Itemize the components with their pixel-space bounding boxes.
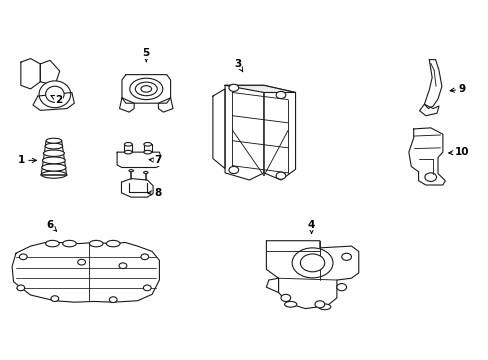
Ellipse shape [106, 240, 120, 247]
Circle shape [119, 263, 126, 269]
Text: 7: 7 [149, 156, 162, 165]
Ellipse shape [62, 240, 76, 247]
Polygon shape [264, 85, 295, 180]
Text: 6: 6 [46, 220, 57, 231]
Circle shape [20, 254, 27, 260]
Polygon shape [121, 179, 153, 197]
Polygon shape [119, 98, 134, 112]
Polygon shape [224, 85, 295, 93]
Ellipse shape [45, 143, 62, 149]
Ellipse shape [46, 138, 61, 143]
Polygon shape [117, 152, 161, 167]
Text: 5: 5 [142, 48, 150, 62]
Circle shape [228, 84, 238, 91]
Circle shape [276, 172, 285, 179]
Circle shape [228, 166, 238, 174]
Ellipse shape [143, 143, 151, 146]
Circle shape [17, 285, 25, 291]
Polygon shape [33, 93, 74, 111]
Ellipse shape [143, 171, 148, 174]
Circle shape [143, 285, 151, 291]
Circle shape [281, 294, 290, 301]
Polygon shape [224, 85, 264, 180]
Text: 2: 2 [51, 95, 62, 105]
Ellipse shape [45, 240, 59, 247]
Ellipse shape [154, 157, 158, 163]
Text: 4: 4 [307, 220, 315, 233]
Ellipse shape [42, 157, 65, 164]
Ellipse shape [318, 304, 330, 310]
Polygon shape [12, 243, 159, 302]
Polygon shape [424, 60, 441, 109]
Ellipse shape [89, 240, 103, 247]
Circle shape [300, 254, 324, 272]
Polygon shape [408, 128, 445, 185]
Polygon shape [40, 60, 60, 85]
Polygon shape [21, 59, 40, 89]
Polygon shape [266, 278, 278, 293]
Text: 9: 9 [449, 84, 465, 94]
Ellipse shape [129, 170, 133, 172]
Polygon shape [158, 98, 173, 112]
Ellipse shape [41, 171, 66, 178]
Ellipse shape [43, 150, 64, 157]
Circle shape [276, 91, 285, 99]
Polygon shape [266, 241, 358, 309]
Ellipse shape [141, 86, 151, 92]
Circle shape [141, 254, 148, 260]
Text: 10: 10 [448, 147, 468, 157]
Ellipse shape [129, 78, 163, 100]
Ellipse shape [135, 82, 157, 96]
Circle shape [336, 284, 346, 291]
Circle shape [51, 296, 59, 301]
Ellipse shape [45, 86, 64, 102]
Polygon shape [212, 89, 224, 168]
Circle shape [78, 259, 85, 265]
Text: 8: 8 [147, 188, 161, 198]
Ellipse shape [124, 143, 132, 146]
Ellipse shape [39, 81, 71, 108]
Ellipse shape [41, 164, 66, 171]
Polygon shape [419, 104, 438, 116]
Ellipse shape [284, 301, 296, 307]
Text: 3: 3 [234, 59, 243, 72]
Polygon shape [122, 75, 170, 103]
Circle shape [314, 301, 324, 308]
Circle shape [291, 248, 332, 278]
Circle shape [341, 253, 351, 260]
Circle shape [109, 297, 117, 302]
Ellipse shape [124, 150, 132, 154]
Circle shape [424, 173, 436, 181]
Text: 1: 1 [18, 156, 36, 165]
Ellipse shape [143, 150, 151, 154]
